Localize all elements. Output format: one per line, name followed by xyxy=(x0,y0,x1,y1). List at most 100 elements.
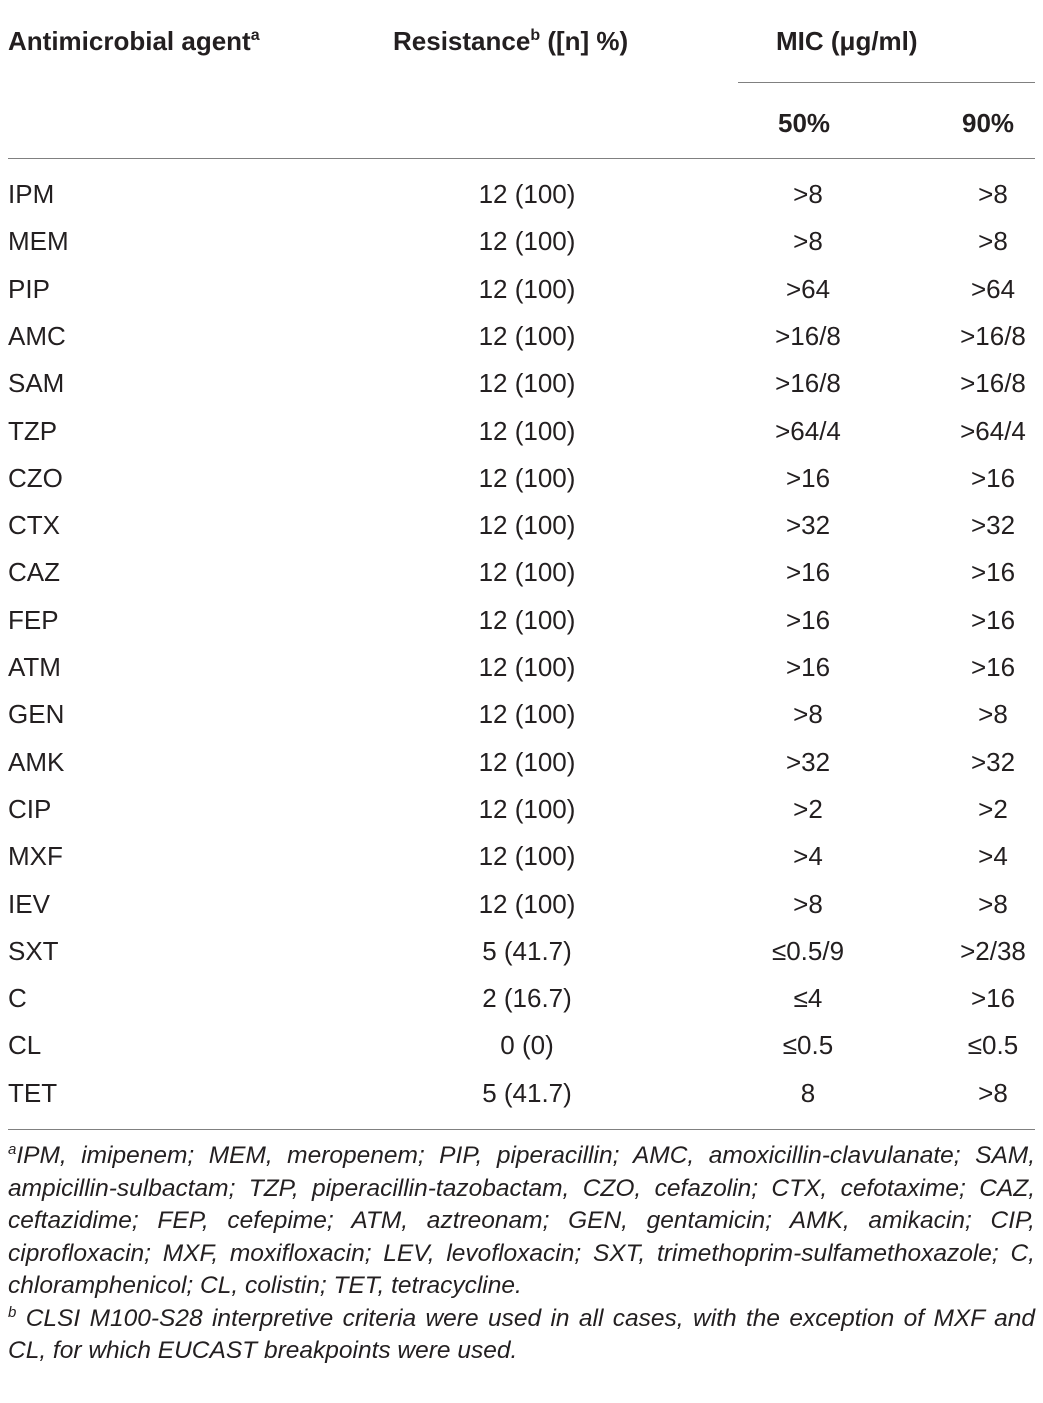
cell-agent: CZO xyxy=(8,462,63,493)
cell-resistance: 12 (100) xyxy=(478,699,576,730)
cell-mic-50: >8 xyxy=(793,226,823,257)
cell-mic-90: >8 xyxy=(978,226,1008,257)
cell-mic-90: >2 xyxy=(978,793,1008,824)
footnote-a: aIPM, imipenem; MEM, meropenem; PIP, pip… xyxy=(8,1140,1035,1303)
cell-agent: IEV xyxy=(8,888,50,919)
cell-agent: CAZ xyxy=(8,557,60,588)
cell-agent: C xyxy=(8,983,27,1014)
cell-mic-90: >16 xyxy=(970,604,1016,635)
cell-resistance: 12 (100) xyxy=(478,746,576,777)
cell-resistance: 12 (100) xyxy=(478,888,576,919)
cell-resistance: 12 (100) xyxy=(478,273,576,304)
header-resistance-footnote-mark: b xyxy=(530,27,541,44)
footnotes: aIPM, imipenem; MEM, meropenem; PIP, pip… xyxy=(8,1140,1035,1368)
cell-mic-90: >8 xyxy=(978,699,1008,730)
cell-mic-50: >32 xyxy=(785,746,831,777)
cell-agent: SXT xyxy=(8,935,59,966)
cell-mic-50: >32 xyxy=(785,510,831,541)
cell-mic-90: >16 xyxy=(970,652,1016,682)
cell-mic-50: ≤0.5 xyxy=(782,1030,834,1061)
cell-mic-50: >16 xyxy=(785,557,831,588)
table-row: ATM 12 (100) >16 >16 xyxy=(0,644,1043,691)
cell-resistance: 12 (100) xyxy=(478,368,576,399)
cell-mic-90: >8 xyxy=(978,888,1008,919)
header-mic-90: 90% xyxy=(962,108,1015,138)
table-row: SXT 5 (41.7) ≤0.5/9 >2/38 xyxy=(0,928,1043,975)
table-bottom-rule xyxy=(8,1129,1035,1130)
table-row: AMK 12 (100) >32 >32 xyxy=(0,739,1043,786)
cell-mic-90: >8 xyxy=(978,1077,1008,1108)
cell-resistance: 12 (100) xyxy=(478,604,576,635)
table-row: CL 0 (0) ≤0.5 ≤0.5 xyxy=(0,1022,1043,1069)
footnote-b-mark: b xyxy=(8,1303,17,1321)
table-row: CAZ 12 (100) >16 >16 xyxy=(0,549,1043,596)
cell-agent: CTX xyxy=(8,510,60,541)
cell-mic-90: >64 xyxy=(970,273,1016,304)
header-agent: Antimicrobial agenta xyxy=(8,26,260,56)
table-row: FEP 12 (100) >16 >16 xyxy=(0,597,1043,644)
cell-mic-50: ≤0.5/9 xyxy=(771,935,845,966)
cell-resistance: 12 (100) xyxy=(478,320,576,351)
cell-mic-50: >8 xyxy=(793,888,823,919)
cell-resistance: 12 (100) xyxy=(478,841,576,872)
cell-resistance: 5 (41.7) xyxy=(482,1077,572,1108)
cell-agent: AMC xyxy=(8,320,66,351)
cell-mic-50: >64 xyxy=(785,273,831,304)
header-bottom-rule xyxy=(8,158,1035,159)
cell-agent: CL xyxy=(8,1030,42,1061)
cell-agent: IPM xyxy=(8,179,55,209)
table-row: AMC 12 (100) >16/8 >16/8 xyxy=(0,313,1043,360)
footnote-a-mark: a xyxy=(8,1141,17,1158)
cell-resistance: 0 (0) xyxy=(500,1030,554,1061)
cell-resistance: 12 (100) xyxy=(478,652,576,682)
cell-mic-50: >16/8 xyxy=(775,368,841,399)
header-mic: MIC (μg/ml) xyxy=(776,26,918,56)
cell-mic-50: >4 xyxy=(793,841,823,872)
table-row: IEV 12 (100) >8 >8 xyxy=(0,881,1043,928)
cell-mic-90: >16 xyxy=(970,557,1016,588)
table-row: TZP 12 (100) >64/4 >64/4 xyxy=(0,408,1043,455)
table-row: IPM 12 (100) >8 >8 xyxy=(0,171,1043,218)
table-row: MXF 12 (100) >4 >4 xyxy=(0,833,1043,880)
cell-resistance: 12 (100) xyxy=(478,415,576,446)
cell-mic-90: >32 xyxy=(970,510,1016,541)
cell-agent: PIP xyxy=(8,273,50,304)
cell-mic-90: >64/4 xyxy=(960,415,1026,446)
cell-agent: TZP xyxy=(8,415,58,446)
cell-agent: AMK xyxy=(8,746,65,777)
table-row: GEN 12 (100) >8 >8 xyxy=(0,691,1043,738)
cell-agent: TET xyxy=(8,1077,58,1108)
header-mic-50: 50% xyxy=(778,108,831,138)
cell-resistance: 12 (100) xyxy=(478,793,576,824)
cell-agent: SAM xyxy=(8,368,65,399)
cell-mic-50: >8 xyxy=(793,179,823,209)
cell-mic-90: >32 xyxy=(970,746,1016,777)
table-row: TET 5 (41.7) 8 >8 xyxy=(0,1070,1043,1117)
cell-mic-90: >16/8 xyxy=(960,320,1026,351)
table-row: C 2 (16.7) ≤4 >16 xyxy=(0,975,1043,1022)
cell-agent: MEM xyxy=(8,226,69,257)
footnote-b-text: CLSI M100-S28 interpretive criteria were… xyxy=(8,1304,1035,1365)
table-row: CTX 12 (100) >32 >32 xyxy=(0,502,1043,549)
cell-agent: GEN xyxy=(8,699,65,730)
table-row: CZO 12 (100) >16 >16 xyxy=(0,455,1043,502)
footnote-a-text: IPM, imipenem; MEM, meropenem; PIP, pipe… xyxy=(8,1142,1035,1299)
header-agent-footnote-mark: a xyxy=(250,27,260,44)
cell-mic-50: >16 xyxy=(785,462,831,493)
table-row: MEM 12 (100) >8 >8 xyxy=(0,218,1043,265)
cell-mic-50: >16 xyxy=(785,652,831,682)
cell-mic-50: ≤4 xyxy=(793,983,823,1014)
footnote-b: b CLSI M100-S28 interpretive criteria we… xyxy=(8,1303,1035,1368)
cell-mic-90: >4 xyxy=(978,841,1008,872)
cell-resistance: 5 (41.7) xyxy=(482,935,572,966)
cell-mic-50: >8 xyxy=(793,699,823,730)
cell-mic-50: 8 xyxy=(800,1077,816,1108)
cell-agent: CIP xyxy=(8,793,52,824)
table-row: CIP 12 (100) >2 >2 xyxy=(0,786,1043,833)
cell-mic-90: >16 xyxy=(970,983,1016,1014)
cell-resistance: 12 (100) xyxy=(478,179,576,209)
cell-resistance: 12 (100) xyxy=(478,462,576,493)
cell-agent: FEP xyxy=(8,604,59,635)
cell-mic-90: >16 xyxy=(970,462,1016,493)
cell-mic-90: >16/8 xyxy=(960,368,1026,399)
